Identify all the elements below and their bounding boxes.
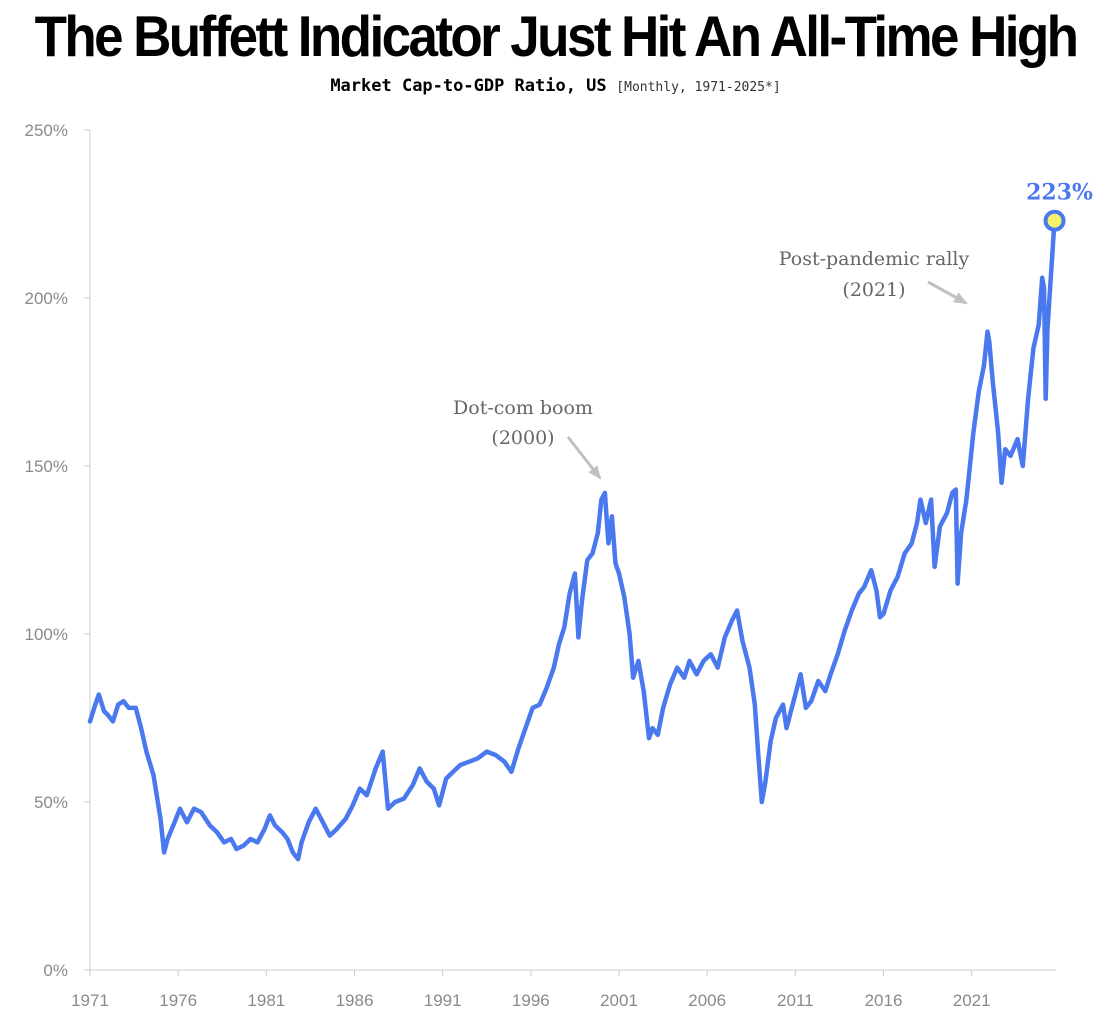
- x-tick-label: 1981: [247, 991, 285, 1010]
- axes: 0% 50% 100% 150% 200% 250% 1971 1976 1981 1986 199…: [25, 121, 1056, 1010]
- annotation-title: Post-pandemic rally: [779, 248, 970, 270]
- y-tick-label: 50%: [34, 793, 68, 812]
- end-point-marker: [1043, 209, 1066, 232]
- arrowhead-icon: [588, 465, 602, 480]
- x-tick-label: 2006: [688, 991, 726, 1010]
- end-value-label: 223%: [1026, 180, 1093, 206]
- y-tick-label: 250%: [25, 121, 68, 140]
- chart-subtitle: Market Cap-to-GDP Ratio, US [Monthly, 19…: [0, 76, 1111, 96]
- annotations: Dot-com boom (2000) Post-pandemic rally (20…: [453, 248, 969, 480]
- series: 223%: [87, 180, 1093, 862]
- y-tick-label: 150%: [25, 457, 68, 476]
- annotation-year: (2000): [491, 427, 554, 449]
- y-tick-label: 200%: [25, 289, 68, 308]
- y-tick-label: 0%: [43, 961, 68, 980]
- x-tick-label: 2001: [600, 991, 638, 1010]
- subtitle-main: Market Cap-to-GDP Ratio, US: [330, 76, 607, 96]
- y-tick-label: 100%: [25, 625, 68, 644]
- subtitle-period: [Monthly, 1971-2025*]: [616, 80, 781, 95]
- x-tick-label: 2016: [865, 991, 903, 1010]
- x-tick-label: 1971: [71, 991, 109, 1010]
- series-line: [87, 218, 1057, 862]
- x-tick-label: 1976: [159, 991, 197, 1010]
- x-tick-label: 1991: [424, 991, 462, 1010]
- chart-title: The Buffett Indicator Just Hit An All-Ti…: [34, 5, 1079, 69]
- x-tick-label: 2011: [777, 991, 814, 1010]
- x-tick-label: 1986: [336, 991, 374, 1010]
- annotation-title: Dot-com boom: [453, 397, 593, 419]
- x-tick-label: 1996: [512, 991, 550, 1010]
- x-tick-label: 2021: [953, 991, 991, 1010]
- annotation-year: (2021): [842, 279, 905, 301]
- arrowhead-icon: [953, 292, 968, 304]
